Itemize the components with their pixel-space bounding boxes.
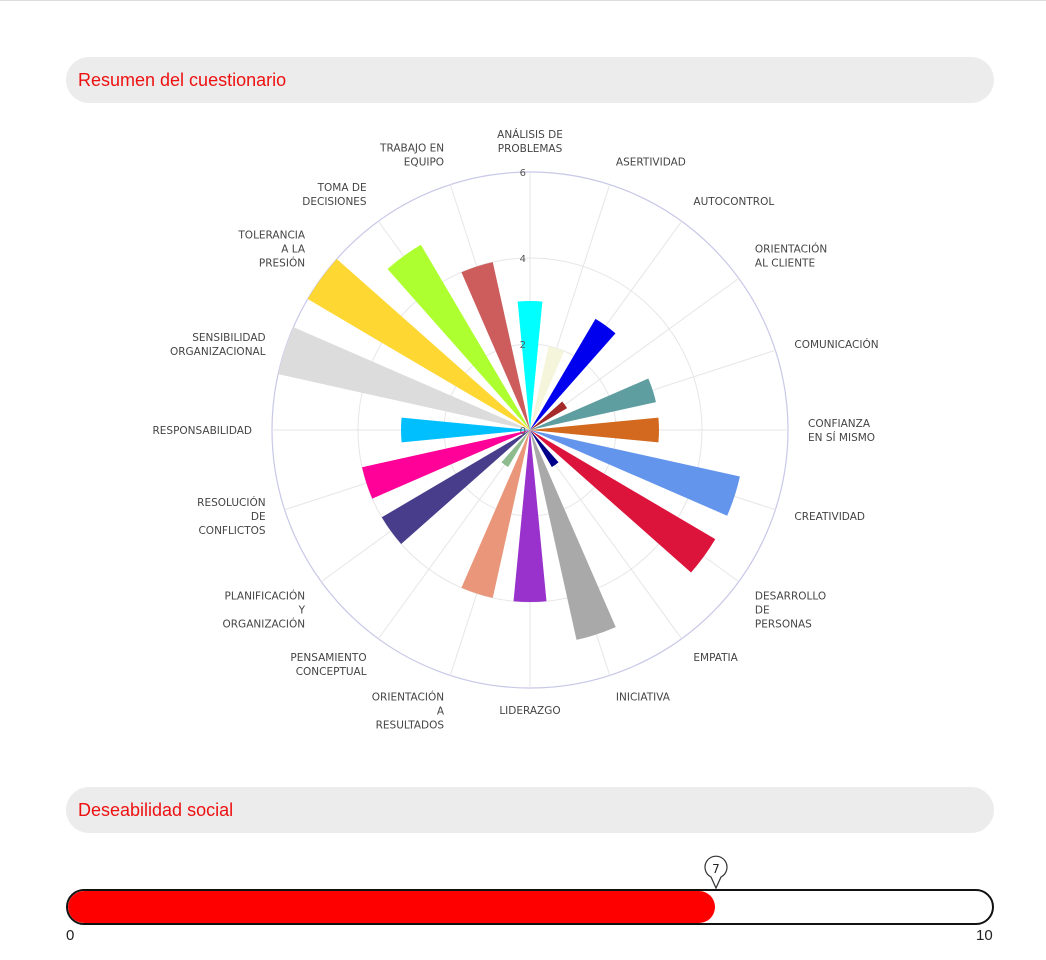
category-label-line: TOLERANCIA [237, 230, 305, 242]
polar-bar [461, 430, 530, 598]
polar-bar [387, 244, 530, 430]
category-label: TOMA DE DECISIONES [302, 182, 367, 208]
radial-tick-label: 4 [520, 254, 526, 265]
category-label-line: RESPONSABILIDAD [152, 425, 252, 437]
category-label-line: A LA [281, 244, 306, 256]
section-header-social-desirability: Deseabilidad social [66, 787, 994, 833]
category-label-line: A [437, 705, 445, 717]
gauge-track [66, 889, 994, 925]
category-label: TRABAJO EN EQUIPO [379, 143, 444, 169]
category-label-line: ORGANIZACIONAL [170, 346, 266, 358]
marker-pin-icon [704, 855, 728, 890]
radial-tick-label: 6 [520, 168, 526, 179]
category-label: AUTOCONTROL [693, 196, 774, 208]
category-label: COMUNICACIÓN [794, 338, 878, 351]
polar-bar [530, 318, 616, 430]
category-label-line: AL CLIENTE [755, 258, 815, 270]
category-label-line: PERSONAS [755, 618, 812, 630]
polar-bar [530, 417, 659, 443]
category-label: ANÁLISIS DE PROBLEMAS [497, 128, 563, 155]
polar-bar [530, 430, 616, 640]
radial-tick-label: 0 [520, 426, 526, 437]
category-label: RESPONSABILIDAD [152, 425, 252, 437]
category-label-line: DECISIONES [302, 196, 367, 208]
category-label: PLANIFICACIÓN Y ORGANIZACIÓN [223, 589, 306, 630]
category-label: ASERTIVIDAD [616, 157, 686, 169]
category-label: RESOLUCIÓN DE CONFLICTOS [197, 496, 266, 537]
polar-bar [517, 301, 543, 430]
gauge-max-label: 10 [976, 927, 993, 944]
category-label-line: CONFLICTOS [198, 525, 265, 537]
gauge-value-label: 7 [712, 862, 720, 876]
category-label-line: EQUIPO [404, 157, 444, 169]
category-label: TOLERANCIA A LA PRESIÓN [237, 230, 306, 270]
category-label-line: ANÁLISIS DE [497, 128, 563, 141]
gauge-min-label: 0 [66, 927, 75, 944]
category-label: ORIENTACIÓN AL CLIENTE [755, 243, 827, 270]
category-label-line: ORIENTACIÓN [372, 690, 444, 703]
category-label-line: AUTOCONTROL [693, 196, 774, 208]
polar-bar [530, 401, 568, 430]
section-header-summary: Resumen del cuestionario [66, 57, 994, 103]
polar-bar [530, 430, 559, 468]
top-divider [0, 0, 1046, 1]
category-label: ORIENTACIÓN A RESULTADOS [372, 690, 445, 731]
radial-tick-label: 2 [520, 340, 526, 351]
polar-bar-chart: 0 2 4 6 ANÁLISIS DE PROBLEMAS ASERTIVIDAD AUTOC… [152, 128, 878, 731]
polar-bar [381, 430, 530, 544]
section-title-social-desirability: Deseabilidad social [78, 799, 234, 820]
category-label: CONFIANZA EN SÍ MISMO [808, 418, 875, 444]
category-label-line: PROBLEMAS [498, 143, 563, 155]
polar-bar [307, 259, 530, 430]
category-label-line: CONCEPTUAL [296, 666, 367, 678]
category-label-line: RESOLUCIÓN [197, 496, 265, 509]
polar-bar [278, 327, 530, 430]
polar-bar [530, 378, 656, 430]
category-label: CREATIVIDAD [794, 511, 865, 523]
polar-bar [401, 417, 530, 443]
category-label-line: TOMA DE [317, 182, 367, 194]
category-label-line: ORIENTACIÓN [755, 243, 827, 256]
category-label-line: Y [298, 604, 306, 616]
category-label-line: PENSAMIENTO [290, 652, 366, 664]
category-label-line: RESULTADOS [376, 719, 445, 731]
category-label-line: DE [755, 604, 770, 616]
category-label: DESARROLLO DE PERSONAS [755, 590, 826, 630]
category-label-line: INICIATIVA [616, 691, 671, 703]
polar-bar [362, 430, 530, 499]
category-label-line: LIDERAZGO [499, 705, 560, 717]
category-label-line: CREATIVIDAD [794, 511, 865, 523]
category-label: LIDERAZGO [499, 705, 560, 717]
category-label-line: PRESIÓN [259, 257, 305, 270]
category-label-line: SENSIBILIDAD [192, 332, 265, 344]
category-label-line: EN SÍ MISMO [808, 431, 875, 444]
category-label-line: EMPATIA [693, 652, 738, 664]
category-label: EMPATIA [693, 652, 738, 664]
gauge-value-marker: 7 [704, 855, 728, 890]
polar-bar [501, 430, 530, 468]
category-label-line: DESARROLLO [755, 590, 826, 602]
gauge-fill [68, 891, 715, 923]
category-label-line: DE [251, 511, 266, 523]
category-label-line: CONFIANZA [808, 418, 871, 430]
category-label-line: ORGANIZACIÓN [223, 617, 306, 630]
category-label: INICIATIVA [616, 691, 671, 703]
polar-bar [513, 430, 547, 602]
polar-bar [530, 346, 565, 430]
polar-bar [530, 430, 740, 516]
category-label-line: COMUNICACIÓN [794, 338, 878, 351]
category-label: PENSAMIENTO CONCEPTUAL [290, 652, 366, 678]
category-label-line: PLANIFICACIÓN [225, 589, 306, 602]
category-label: SENSIBILIDAD ORGANIZACIONAL [170, 332, 266, 358]
category-label-line: ASERTIVIDAD [616, 157, 686, 169]
section-title-summary: Resumen del cuestionario [78, 69, 287, 90]
polar-bar [530, 430, 716, 573]
polar-bar [461, 262, 530, 430]
category-label-line: TRABAJO EN [379, 143, 444, 155]
